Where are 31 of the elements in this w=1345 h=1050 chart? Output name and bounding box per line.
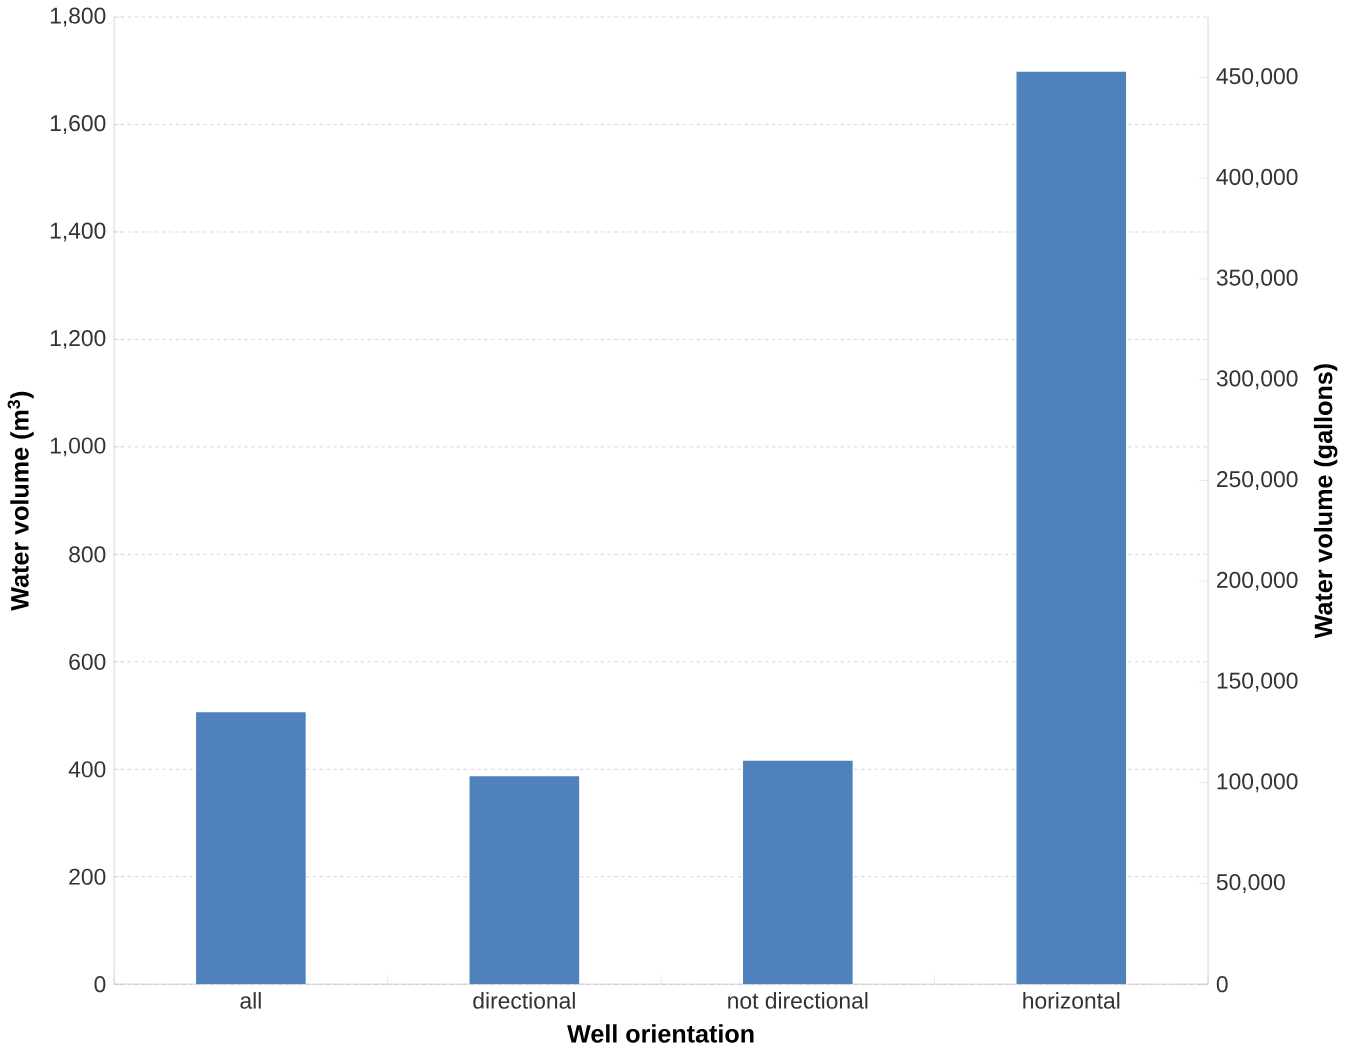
y2-tick-label: 0 <box>1216 975 1228 993</box>
y2-tick-label: 250,000 <box>1217 470 1298 490</box>
y-tick-label: 200 <box>69 868 106 885</box>
y2-tick-label: 300,000 <box>1216 370 1298 389</box>
y-tick-label: 800 <box>69 546 106 563</box>
y-tick-label: 600 <box>69 653 106 670</box>
y-tick-label: 1,400 <box>50 222 106 242</box>
y-tick-label: 1,800 <box>50 7 106 27</box>
y2-tick-label: 150,000 <box>1217 672 1298 692</box>
y2-tick-label: 400,000 <box>1216 168 1298 188</box>
y-tick-label: 0 <box>94 975 106 993</box>
bar <box>196 712 306 985</box>
y-axis-title: Water volume (m$^{3}$) <box>7 391 34 611</box>
x-tick-label: all <box>240 991 261 1009</box>
y-tick-label: 1,200 <box>50 329 106 349</box>
bar <box>743 760 853 985</box>
y2-tick-label: 50,000 <box>1216 873 1285 893</box>
bar <box>1016 71 1127 985</box>
y-tick-label: 1,000 <box>50 437 106 457</box>
y2-tick-label: 200,000 <box>1217 571 1298 591</box>
bar <box>469 776 580 985</box>
x-axis-title: Well orientation <box>567 1024 754 1043</box>
y-tick-label: 1,600 <box>50 114 106 134</box>
y2-axis-title: Water volume (gallons) <box>1313 364 1338 639</box>
x-tick-label: directional <box>473 991 575 1009</box>
y2-tick-label: 450,000 <box>1216 67 1298 87</box>
x-tick-label: not directional <box>728 991 868 1009</box>
y2-tick-label: 350,000 <box>1216 269 1298 289</box>
x-tick-label: horizontal <box>1023 991 1120 1009</box>
y-tick-label: 400 <box>68 761 106 778</box>
y2-tick-label: 100,000 <box>1217 773 1298 792</box>
